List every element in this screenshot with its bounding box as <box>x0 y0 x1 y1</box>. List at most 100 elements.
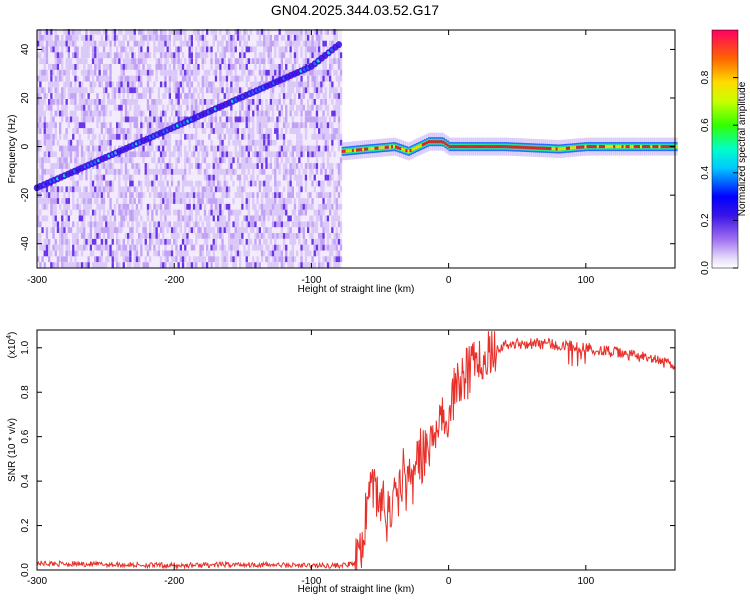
noise-cell <box>122 69 125 76</box>
noise-cell <box>276 34 279 41</box>
noise-cell <box>87 186 90 193</box>
noise-cell <box>249 104 253 111</box>
noise-cell <box>69 192 73 198</box>
noise-cell <box>221 163 224 169</box>
noise-cell <box>188 186 191 193</box>
noise-cell <box>159 52 163 59</box>
noise-cell <box>276 40 279 47</box>
noise-cell <box>247 163 250 169</box>
noise-cell <box>199 198 202 204</box>
noise-cell <box>72 163 75 169</box>
noise-cell <box>50 87 53 94</box>
noise-cell <box>223 233 226 239</box>
noise-cell <box>74 250 77 257</box>
noise-cell <box>124 250 128 257</box>
noise-cell <box>278 87 281 94</box>
noise-cell <box>203 122 207 129</box>
noise-cell <box>188 52 191 59</box>
noise-cell <box>300 256 303 263</box>
noise-cell <box>256 104 259 111</box>
noise-cell <box>249 145 253 152</box>
noise-cell <box>265 227 268 233</box>
noise-cell <box>91 209 95 216</box>
noise-cell <box>43 215 46 222</box>
noise-cell <box>166 69 169 76</box>
noise-cell <box>228 34 231 41</box>
noise-cell <box>212 128 215 134</box>
noise-cell <box>127 46 130 53</box>
noise-cell <box>166 133 169 140</box>
noise-cell <box>129 168 132 175</box>
noise-cell <box>52 116 55 123</box>
noise-cell <box>232 64 235 70</box>
noise-cell <box>201 58 204 64</box>
noise-cell <box>96 64 99 70</box>
noise-cell <box>67 52 70 59</box>
noise-cell <box>168 186 171 193</box>
noise-cell <box>149 192 152 198</box>
noise-cell <box>298 93 301 99</box>
noise-cell <box>54 209 57 216</box>
noise-cell <box>83 198 86 204</box>
noise-cell <box>236 168 240 175</box>
noise-cell <box>131 209 134 216</box>
noise-cell <box>120 209 123 216</box>
noise-cell <box>228 81 231 88</box>
noise-cell <box>249 256 253 263</box>
noise-cell <box>168 238 171 245</box>
noise-cell <box>282 244 286 251</box>
noise-cell <box>230 250 233 257</box>
noise-cell <box>243 168 246 175</box>
noise-cell <box>267 198 270 204</box>
noise-cell <box>118 262 121 268</box>
noise-cell <box>94 128 97 134</box>
noise-cell <box>247 157 250 164</box>
noise-cell <box>85 186 88 193</box>
noise-cell <box>199 104 202 111</box>
noise-cell <box>203 198 207 204</box>
noise-cell <box>214 64 218 70</box>
noise-cell <box>263 168 266 175</box>
noise-cell <box>219 69 222 76</box>
noise-cell <box>287 139 290 146</box>
noise-cell <box>256 186 259 193</box>
noise-cell <box>170 174 174 181</box>
noise-cell <box>203 34 207 41</box>
noise-cell <box>206 52 209 59</box>
noise-cell <box>67 192 70 198</box>
noise-cell <box>274 58 277 64</box>
noise-cell <box>72 104 75 111</box>
noise-cell <box>59 262 62 268</box>
noise-cell <box>98 116 101 123</box>
noise-cell <box>131 244 134 251</box>
noise-cell <box>72 174 75 181</box>
noise-cell <box>219 99 222 105</box>
noise-cell <box>76 209 79 216</box>
noise-cell <box>192 40 196 47</box>
noise-cell <box>267 110 270 117</box>
noise-cell <box>118 128 121 134</box>
noise-cell <box>41 46 44 53</box>
noise-cell <box>197 69 200 76</box>
noise-cell <box>282 58 286 64</box>
noise-cell <box>214 69 218 76</box>
noise-cell <box>59 163 62 169</box>
noise-cell <box>221 262 224 268</box>
noise-cell <box>170 227 174 233</box>
noise-cell <box>98 163 101 169</box>
noise-cell <box>39 139 42 146</box>
noise-cell <box>155 227 158 233</box>
noise-cell <box>239 233 242 239</box>
noise-cell <box>263 104 266 111</box>
noise-cell <box>280 203 283 210</box>
noise-cell <box>116 139 119 146</box>
noise-cell <box>122 233 125 239</box>
noise-cell <box>43 227 46 233</box>
noise-cell <box>271 128 275 134</box>
noise-cell <box>247 104 250 111</box>
noise-cell <box>293 244 297 251</box>
noise-cell <box>61 244 64 251</box>
noise-cell <box>300 122 303 129</box>
noise-cell <box>59 75 62 82</box>
noise-cell <box>276 250 279 257</box>
